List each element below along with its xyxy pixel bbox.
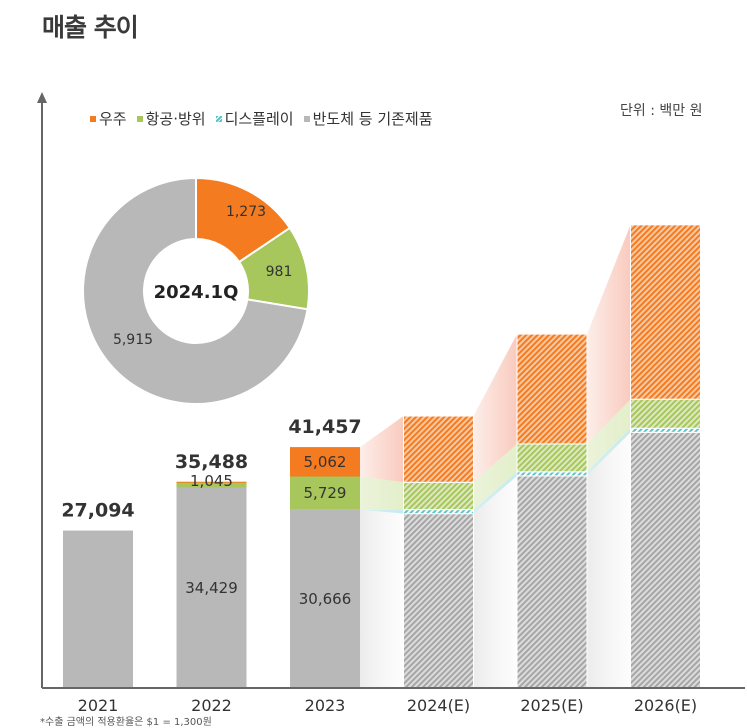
- bar-aero-2023: [290, 476, 360, 510]
- bar-space-2023: [290, 447, 360, 477]
- legend-swatch-semi: [303, 115, 310, 122]
- connector-space-2024(E): [473, 334, 517, 483]
- legend-item-display: 디스플레이: [215, 108, 294, 129]
- connector-space-2025(E): [587, 224, 631, 444]
- bar-semi-2022: [176, 487, 247, 688]
- legend-swatch-display: [215, 115, 222, 122]
- donut-center-label: 2024.1Q: [154, 282, 239, 303]
- connector-space-2023: [360, 416, 404, 483]
- connector-semi-2025(E): [587, 432, 631, 688]
- total-label-2021: 27,094: [61, 500, 134, 522]
- connector-display-2025(E): [587, 428, 631, 476]
- connector-semi-2024(E): [473, 475, 517, 688]
- bar-semi-2021: [63, 530, 133, 688]
- legend-swatch-aero: [136, 115, 143, 122]
- legend-label-display: 디스플레이: [224, 110, 294, 128]
- x-tick-label-2021: 2021: [78, 696, 119, 715]
- connector-aero-2024(E): [473, 443, 517, 510]
- bar-semi-2023: [290, 509, 360, 688]
- x-tick-label-2026(E): 2026(E): [634, 696, 697, 715]
- bar-display-2025(E): [516, 471, 588, 477]
- donut-label-aero: 981: [266, 264, 293, 280]
- legend-item-semi: 반도체 등 기존제품: [303, 108, 433, 129]
- donut-slice-semi: [82, 176, 309, 405]
- x-tick-label-2025(E): 2025(E): [520, 696, 583, 715]
- page-title: 매출 추이: [42, 13, 139, 42]
- segment-label-aero-2022: 1,045: [190, 472, 233, 490]
- total-label-2022: 35,488: [175, 451, 248, 473]
- bar-semi-2024(E): [403, 513, 474, 689]
- legend-item-space: 우주: [90, 108, 127, 129]
- segment-label-semi-2022: 34,429: [185, 579, 238, 597]
- legend-item-aero: 항공·방위: [136, 108, 206, 129]
- footnote: *수출 금액의 적용환율은 $1 = 1,300원: [40, 717, 212, 728]
- connector-display-2023: [360, 509, 404, 514]
- connector-semi-2023: [360, 509, 404, 688]
- bar-space-2026(E): [630, 224, 701, 400]
- bar-aero-2025(E): [516, 443, 588, 473]
- connector-display-2024(E): [473, 471, 517, 514]
- y-axis-arrow: [37, 92, 47, 103]
- bar-aero-2022: [176, 481, 247, 488]
- total-label-2023: 41,457: [288, 416, 361, 438]
- bar-aero-2024(E): [403, 481, 474, 511]
- bar-aero-2026(E): [630, 398, 701, 429]
- x-tick-label-2022: 2022: [191, 696, 232, 715]
- bar-display-2024(E): [403, 509, 474, 515]
- legend-label-space: 우주: [99, 110, 127, 128]
- connector-aero-2025(E): [587, 399, 631, 472]
- connector-aero-2023: [360, 476, 404, 510]
- legend-label-aero: 항공·방위: [145, 110, 206, 128]
- bar-semi-2026(E): [630, 431, 701, 689]
- segment-label-aero-2023: 5,729: [304, 484, 347, 502]
- legend-swatch-space: [90, 115, 96, 122]
- bar-semi-2025(E): [516, 475, 588, 689]
- donut-label-space: 1,273: [226, 204, 266, 220]
- unit-label: 단위 : 백만 원: [620, 103, 703, 119]
- x-tick-label-2023: 2023: [305, 696, 346, 715]
- bar-space-2022: [176, 481, 247, 483]
- bar-display-2026(E): [630, 427, 701, 433]
- donut-label-semi: 5,915: [113, 332, 153, 348]
- chart-legend: 우주 항공·방위 디스플레이 반도체 등 기존제품: [90, 108, 433, 129]
- segment-label-semi-2023: 30,666: [299, 590, 352, 608]
- bar-space-2024(E): [403, 415, 474, 483]
- legend-label-semi: 반도체 등 기존제품: [312, 110, 433, 128]
- segment-label-space-2023: 5,062: [304, 453, 347, 471]
- x-tick-label-2024(E): 2024(E): [407, 696, 470, 715]
- bar-space-2025(E): [516, 333, 588, 445]
